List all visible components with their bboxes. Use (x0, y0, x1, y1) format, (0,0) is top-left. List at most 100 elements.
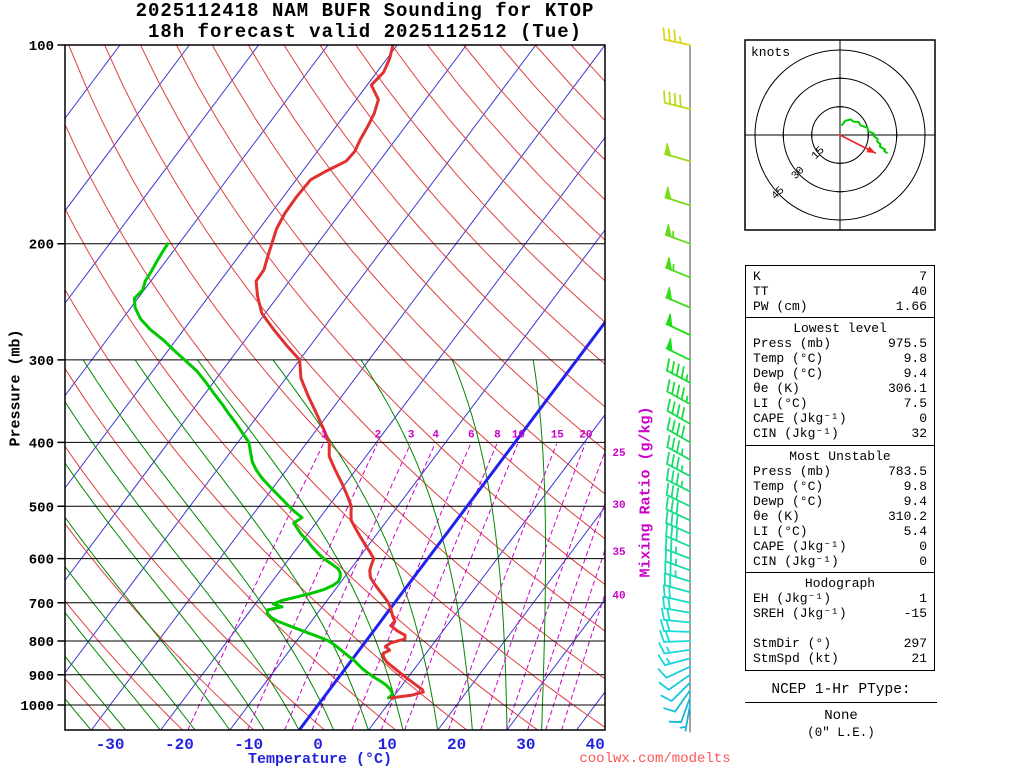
stats-section-most_unstable: Most Unstable Press (mb) 783.5 Temp (°C) 9.8… (745, 444, 935, 574)
stat-value: 9.8 (903, 351, 927, 366)
dry-adiabat-line (65, 678, 112, 730)
line (659, 630, 665, 643)
dewpoint-profile-line (132, 242, 394, 700)
mixing-ratio-line (545, 548, 605, 730)
line (676, 384, 681, 398)
line (680, 366, 685, 380)
stats-row: Temp (°C) 9.8 (753, 351, 927, 366)
watermark: coolwx.com/modelts (579, 751, 731, 767)
line (666, 417, 671, 431)
pressure-tick-label: 100 (29, 39, 54, 55)
line (669, 550, 673, 565)
line (663, 707, 676, 713)
line (676, 422, 681, 436)
wind-barb (657, 665, 691, 679)
stat-value: 9.8 (903, 478, 927, 494)
stat-value: 5.4 (903, 523, 927, 539)
line (667, 28, 671, 42)
ptype-value: None (824, 708, 858, 724)
mixing-ratio-line (284, 443, 411, 730)
moist-adiabat-line (65, 400, 300, 730)
line (676, 440, 681, 454)
stats-row: Press (mb) 783.5 (753, 464, 927, 479)
line (671, 381, 676, 395)
mixing-ratio-line (561, 592, 605, 730)
wind-barb (663, 689, 691, 713)
hodograph-ring (811, 106, 869, 164)
pressure-tick-label: 600 (29, 553, 54, 569)
line (668, 720, 682, 724)
line (675, 515, 679, 529)
line (665, 523, 668, 538)
stats-section-hodo: Hodograph EH (Jkg⁻¹) 1 SREH (Jkg⁻¹) -15 StmD… (745, 572, 935, 671)
stats-section-header: Lowest level (793, 321, 887, 336)
stat-value: 783.5 (887, 463, 927, 479)
moist-adiabat-line (65, 655, 127, 730)
stat-value: 7 (919, 268, 927, 284)
temp-tick-label: -10 (234, 736, 263, 754)
mixing-ratio-line (351, 443, 472, 730)
line (666, 646, 671, 654)
title-line-1: 2025112418 NAM BUFR Sounding for KTOP (135, 0, 595, 22)
pressure-tick-label: 1000 (20, 699, 54, 715)
mixing-ratio-label: 1 (321, 429, 328, 441)
wind-barb (664, 536, 691, 560)
line (675, 528, 679, 542)
line (657, 654, 666, 666)
stat-label: Dewp (°C) (753, 493, 824, 509)
dry-adiabat-line (68, 45, 605, 680)
mixing-ratio-line (480, 443, 586, 730)
stats-row (753, 621, 927, 636)
line (666, 379, 671, 393)
stat-label: CAPE (Jkg⁻¹) (753, 538, 847, 554)
line (658, 681, 670, 691)
mixing-ratio-label: 2 (375, 429, 382, 441)
barb-pennant (665, 256, 673, 271)
line (679, 725, 688, 729)
hodograph-trace (840, 118, 889, 155)
dry-adiabat-line (247, 45, 605, 451)
stat-value: -15 (903, 606, 927, 621)
moist-adiabat-line (65, 516, 231, 730)
stat-label: StmSpd (kt) (753, 651, 839, 666)
wind-barb (660, 607, 691, 624)
mixing-ratio-line (527, 501, 605, 730)
plot-border (64, 44, 606, 731)
wind-barb (659, 630, 691, 643)
line (663, 101, 691, 110)
line (685, 374, 689, 382)
moist-adiabat-line (65, 565, 196, 730)
wind-barb (662, 596, 691, 614)
mixing-ratio-label: 3 (408, 429, 415, 441)
stat-label: Press (mb) (753, 463, 832, 479)
stats-panel: K 7 TT 40 PW (cm) 1.66 Lowest level Press (mb) 9… (745, 264, 935, 671)
isotherm-line (160, 136, 605, 730)
pressure-tick-label: 300 (29, 354, 54, 370)
line (664, 657, 691, 666)
temp-tick-label: 10 (378, 736, 397, 754)
mixing-ratio-line (404, 443, 519, 730)
line (680, 696, 691, 724)
line (680, 465, 684, 473)
barb-pennant (665, 223, 672, 238)
line (660, 619, 665, 632)
mixing-ratio-line (447, 443, 558, 730)
line (664, 584, 691, 594)
line (679, 36, 682, 44)
line (665, 665, 691, 679)
stats-section-header: Hodograph (804, 576, 876, 591)
stat-value: 32 (911, 426, 927, 441)
line (665, 619, 671, 633)
line (657, 668, 668, 679)
isotherm-line (368, 413, 605, 730)
stat-label: Press (mb) (753, 336, 832, 351)
line (663, 630, 691, 633)
line (685, 395, 689, 403)
barb-pennant (664, 143, 672, 157)
pressure-tick-label: 500 (29, 500, 54, 516)
title-block: 2025112418 NAM BUFR Sounding for KTOP 18… (85, 1, 645, 43)
line (663, 640, 691, 643)
stat-label: CIN (Jkg⁻¹) (753, 553, 839, 569)
